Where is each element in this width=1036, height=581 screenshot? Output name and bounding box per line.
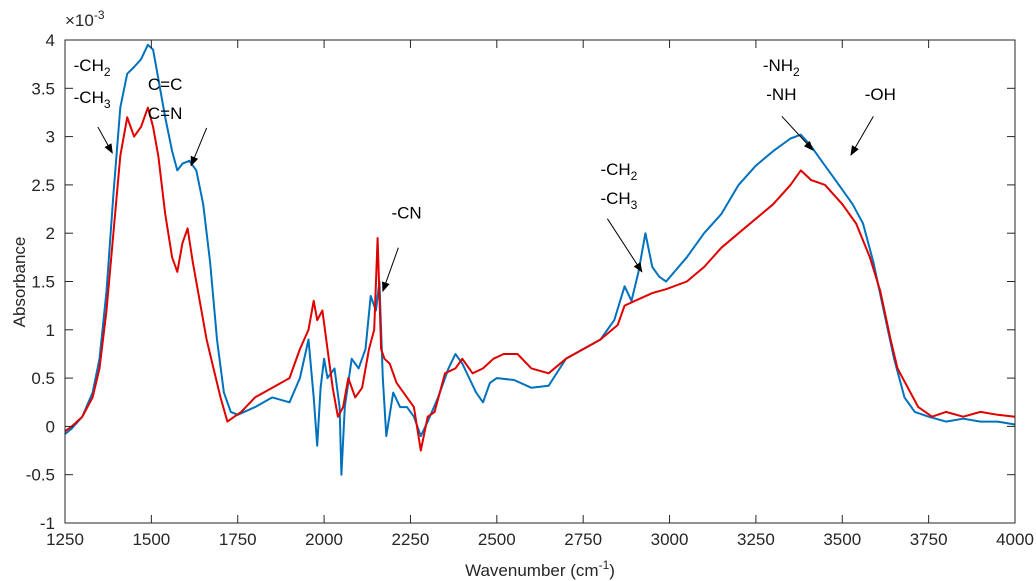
annotation-ch3-left: -CH3 — [74, 88, 111, 111]
y-tick-label: 4 — [46, 31, 55, 50]
ch-left-arrow — [97, 126, 113, 154]
annotation-arrows — [97, 115, 874, 293]
annotation-ch2-left: -CH2 — [74, 56, 111, 79]
plot-area — [65, 40, 1015, 523]
y-multiplier-base: ×10 — [65, 11, 94, 30]
x-tick-label: 2250 — [392, 530, 430, 549]
x-tick-label: 2750 — [564, 530, 602, 549]
x-axis-label: Wavenumber (cm-1) — [465, 558, 615, 580]
axis-ticks: 1250 1500 1750 2000 2250 2500 2750 3000 3250 3500… — [26, 31, 1034, 549]
y-tick-label: 1.5 — [31, 273, 55, 292]
series-line-1 — [64, 43, 1016, 476]
x-tick-label: 3500 — [823, 530, 861, 549]
x-tick-label: 1750 — [219, 530, 257, 549]
annotation-labels: -CH2 -CH3 C=C C=N -CN -CH2 -CH3 -NH2 -NH -OH — [74, 56, 896, 223]
x-tick-label: 4000 — [996, 530, 1034, 549]
x-tick-label: 3750 — [910, 530, 948, 549]
y-tick-label: 1 — [46, 321, 55, 340]
y-multiplier-exponent: -3 — [94, 8, 105, 22]
ccn-arrow — [190, 127, 208, 167]
y-tick-label: 2 — [46, 224, 55, 243]
y-tick-label: 3 — [46, 128, 55, 147]
x-tick-label: 3250 — [737, 530, 775, 549]
x-tick-label: 1500 — [132, 530, 170, 549]
annotation-nh: -NH — [766, 85, 796, 104]
x-axis-label-close: ) — [609, 561, 615, 580]
annotation-nh2: -NH2 — [763, 56, 800, 79]
ch-mid-arrow — [606, 218, 643, 273]
nh-arrow — [781, 115, 814, 151]
x-axis-label-superscript: -1 — [599, 558, 610, 572]
nitrile-arrow — [382, 247, 399, 293]
annotation-ch2-mid: -CH2 — [600, 160, 637, 183]
annotation-ch3-mid: -CH3 — [600, 189, 637, 212]
x-tick-label: 2500 — [478, 530, 516, 549]
annotation-oh: -OH — [865, 85, 896, 104]
x-tick-label: 2000 — [305, 530, 343, 549]
x-tick-label: 1250 — [46, 530, 84, 549]
x-axis-label-text: Wavenumber (cm — [465, 561, 599, 580]
y-tick-label: 3.5 — [31, 79, 55, 98]
x-tick-label: 3000 — [651, 530, 689, 549]
y-tick-label: 0 — [46, 417, 55, 436]
y-axis-label: Absorbance — [10, 237, 29, 328]
y-tick-label: -1 — [40, 514, 55, 533]
series-layer — [64, 43, 1016, 476]
y-multiplier: ×10-3 — [65, 8, 105, 30]
series-line-2 — [64, 106, 1016, 452]
oh-arrow — [850, 116, 874, 156]
annotation-cn: C=N — [148, 104, 182, 123]
y-tick-label: 0.5 — [31, 369, 55, 388]
annotation-cc: C=C — [148, 75, 182, 94]
y-tick-label: -0.5 — [26, 466, 55, 485]
annotation-nitrile: -CN — [391, 204, 421, 223]
y-tick-label: 2.5 — [31, 176, 55, 195]
